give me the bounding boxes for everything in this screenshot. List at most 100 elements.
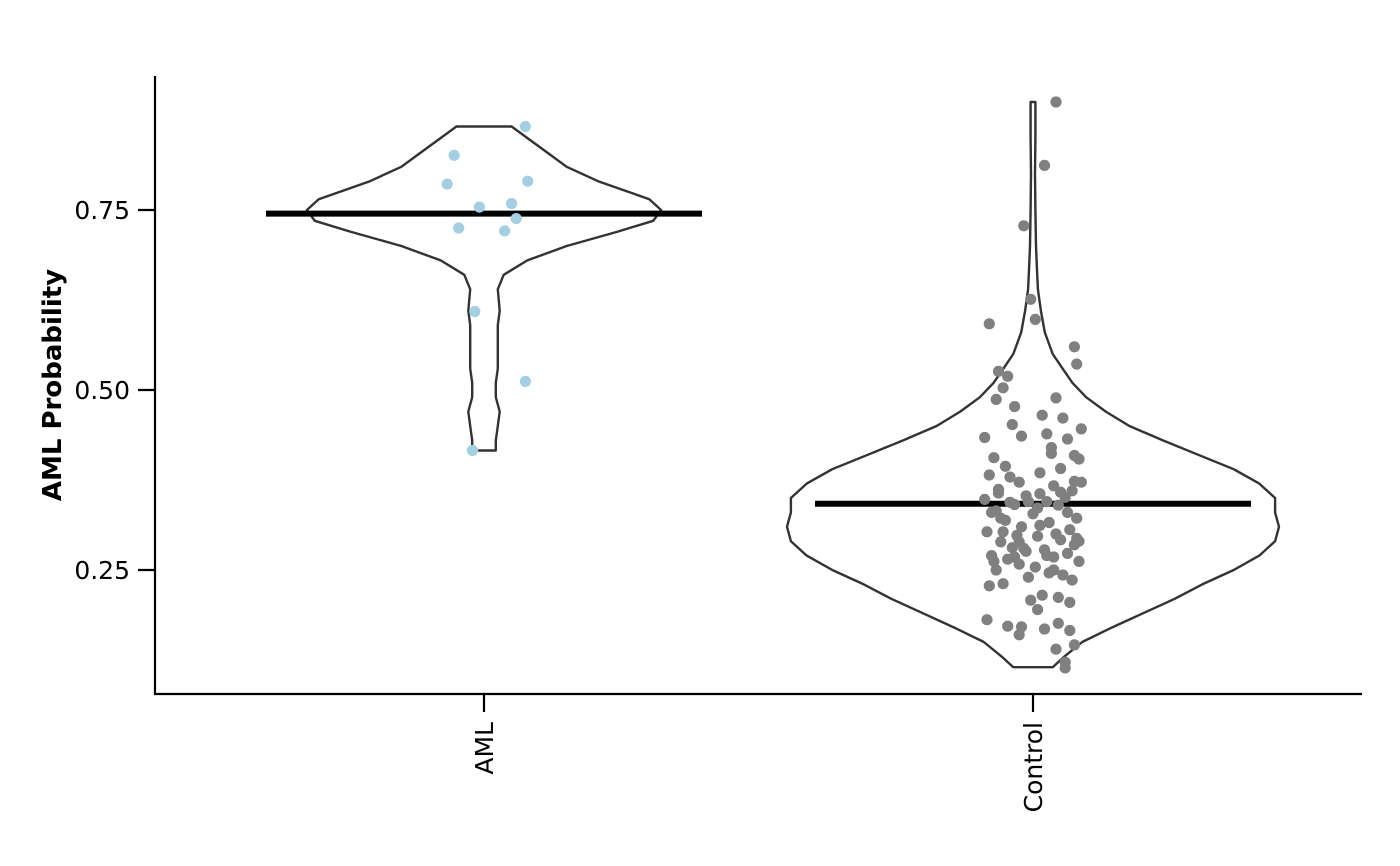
data-point-control [979, 431, 991, 444]
data-point-control [1041, 428, 1053, 440]
data-point-control [1052, 499, 1064, 511]
data-point-control [983, 318, 995, 330]
data-point-control [1061, 547, 1074, 560]
data-point-control [1006, 419, 1018, 431]
data-point-control [1061, 433, 1074, 445]
data-point-aml [469, 305, 481, 318]
data-point-control [1032, 530, 1044, 542]
data-point-control [1038, 159, 1051, 171]
data-point-control [999, 460, 1012, 472]
data-point-control [1013, 536, 1025, 548]
data-point-control [1043, 516, 1055, 529]
data-point-control [995, 512, 1007, 524]
data-point-control [1025, 293, 1037, 305]
data-point-control [1036, 409, 1048, 421]
data-point-control [1013, 476, 1025, 488]
data-point-control [1052, 591, 1064, 604]
data-point-aml [441, 178, 453, 190]
data-point-control [1048, 564, 1060, 576]
data-point-control [1009, 401, 1021, 413]
data-point-aml [506, 197, 518, 210]
data-point-aml [499, 225, 511, 237]
data-point-control [1034, 488, 1046, 500]
data-point-control [1004, 471, 1016, 483]
data-point-control [1055, 486, 1067, 498]
y-tick-label: 0.50 [74, 376, 130, 405]
data-point-control [1057, 412, 1069, 424]
data-point-control [1034, 467, 1046, 479]
data-point-control [1052, 617, 1064, 629]
points-layer [441, 96, 1087, 674]
data-point-control [1009, 551, 1021, 563]
data-point-aml [519, 120, 532, 133]
x-ticks: AML Control [470, 694, 1048, 812]
data-point-aml [522, 175, 534, 187]
data-point-control [1013, 629, 1025, 641]
data-point-aml [466, 444, 479, 457]
data-point-control [997, 578, 1009, 590]
data-point-control [981, 526, 993, 538]
data-point-control [1018, 220, 1030, 232]
data-point-control [1015, 521, 1028, 533]
data-point-control [1032, 604, 1044, 616]
data-point-control [992, 365, 1005, 377]
data-point-control [1068, 449, 1080, 462]
data-point-control [1050, 528, 1062, 540]
data-point-control [1029, 561, 1041, 573]
data-point-control [1022, 496, 1034, 508]
violins-layer [305, 100, 1281, 669]
medians-layer [266, 210, 1251, 507]
y-tick-label: 0.25 [74, 556, 130, 585]
data-point-control [1025, 594, 1037, 606]
data-point-control [995, 536, 1007, 548]
data-point-control [997, 526, 1009, 538]
data-point-aml [510, 213, 522, 225]
data-point-control [1050, 96, 1062, 108]
data-point-control [1036, 589, 1048, 601]
data-point-control [1015, 430, 1028, 442]
data-point-control [1068, 639, 1080, 651]
data-point-aml [453, 222, 465, 234]
y-ticks: 0.25 0.50 0.75 [74, 196, 155, 585]
violin-aml [305, 125, 663, 452]
data-point-control [988, 555, 1000, 568]
data-point-control [1064, 624, 1076, 637]
data-point-control [1059, 662, 1071, 674]
data-point-control [1075, 423, 1087, 435]
data-point-control [1034, 519, 1046, 532]
data-point-control [1038, 623, 1051, 635]
data-point-control [990, 564, 1002, 576]
data-point-control [986, 506, 998, 518]
data-point-control [983, 580, 995, 592]
data-point-control [1071, 512, 1083, 524]
data-point-control [1029, 313, 1041, 325]
data-point-control [992, 487, 1005, 499]
data-point-control [983, 469, 995, 481]
data-point-control [1032, 502, 1044, 514]
data-point-control [1075, 476, 1087, 488]
data-point-control [981, 614, 993, 626]
data-point-aml [519, 375, 532, 387]
data-point-control [1041, 496, 1053, 508]
data-point-control [979, 493, 991, 505]
violin-control [785, 100, 1281, 669]
data-point-control [1002, 620, 1014, 632]
data-point-control [1050, 643, 1062, 655]
data-point-control [1055, 462, 1067, 475]
data-point-aml [473, 201, 485, 213]
data-point-control [1050, 392, 1062, 404]
data-point-control [1068, 341, 1080, 353]
data-point-control [1064, 596, 1076, 609]
data-point-control [1022, 571, 1034, 583]
data-point-control [1061, 506, 1074, 518]
data-point-control [1073, 535, 1085, 547]
data-point-aml [448, 149, 460, 161]
data-point-control [1064, 524, 1076, 536]
data-point-control [1041, 550, 1053, 562]
data-point-control [1066, 574, 1078, 586]
data-point-control [1073, 555, 1085, 568]
data-point-control [997, 382, 1009, 394]
data-point-control [1057, 569, 1069, 581]
data-point-control [988, 452, 1000, 464]
